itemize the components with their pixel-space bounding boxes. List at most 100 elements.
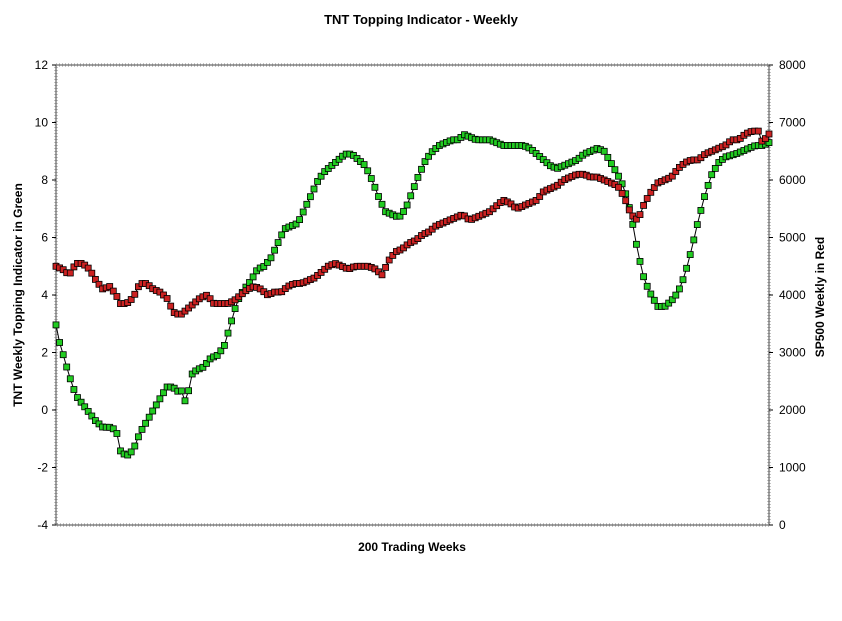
tnt-indicator-point xyxy=(74,394,81,402)
tnt-indicator-point xyxy=(643,282,651,290)
x-axis-title: 200 Trading Weeks xyxy=(358,540,466,554)
tnt-indicator-point xyxy=(629,220,637,228)
tnt-indicator-point xyxy=(88,412,96,420)
tnt-indicator-point xyxy=(228,317,236,325)
tnt-indicator-point xyxy=(177,387,185,395)
tnt-indicator-point xyxy=(425,152,433,160)
y-axis-right-title: SP500 Weekly in Red xyxy=(813,237,827,358)
sp500-point xyxy=(765,130,773,138)
tnt-indicator-point xyxy=(604,153,612,161)
tnt-indicator-point xyxy=(278,231,286,239)
tnt-indicator-point xyxy=(263,258,271,266)
y-axis-left-title: TNT Weekly Topping Indicator in Green xyxy=(11,183,25,407)
left-tick-label: 2 xyxy=(41,346,48,360)
tnt-indicator-point xyxy=(145,413,153,421)
tnt-indicator-point xyxy=(59,351,67,359)
tnt-indicator-point xyxy=(317,172,325,180)
sp500-point xyxy=(92,275,99,283)
right-tick-label: 1000 xyxy=(779,461,806,475)
tnt-indicator-point xyxy=(633,240,640,248)
tnt-indicator-point xyxy=(56,339,63,346)
left-tick-label: 4 xyxy=(41,288,48,302)
tnt-indicator-point xyxy=(403,201,411,209)
sp500-point xyxy=(622,197,630,205)
tnt-indicator-point xyxy=(303,200,311,208)
right-tick-label: 2000 xyxy=(779,403,806,417)
tnt-indicator-point xyxy=(292,220,300,228)
tnt-indicator-point xyxy=(138,425,146,433)
sp500-point xyxy=(84,264,92,272)
tnt-indicator-point xyxy=(267,254,275,262)
sp500-point xyxy=(389,251,397,259)
tnt-indicator-point xyxy=(199,363,207,371)
sp500-point xyxy=(762,135,769,143)
tnt-indicator-point xyxy=(127,448,135,456)
sp500-point xyxy=(88,269,96,277)
left-tick-label: 12 xyxy=(35,58,49,72)
tnt-indicator-point xyxy=(407,192,415,200)
tnt-indicator-point xyxy=(52,321,60,329)
sp500-point xyxy=(66,269,74,277)
tnt-indicator-point xyxy=(299,208,307,216)
sp500-point xyxy=(668,172,676,180)
sp500-point xyxy=(640,201,647,209)
tnt-indicator-point xyxy=(113,430,121,437)
tnt-indicator-point xyxy=(608,160,615,168)
tnt-indicator-point xyxy=(156,395,164,403)
tnt-indicator-point xyxy=(274,239,282,247)
tnt-indicator-point xyxy=(213,351,221,359)
tnt-indicator-point xyxy=(310,185,318,193)
sp500-point xyxy=(385,256,393,264)
tnt-indicator-point xyxy=(396,212,404,220)
tnt-indicator-point xyxy=(647,290,655,298)
right-tick-label: 0 xyxy=(779,518,786,532)
sp500-point xyxy=(382,263,390,271)
tnt-indicator-point xyxy=(618,180,626,188)
tnt-indicator-point xyxy=(371,183,379,191)
left-tick-label: -4 xyxy=(37,518,48,532)
right-tick-label: 8000 xyxy=(779,58,806,72)
tnt-indicator-point xyxy=(414,173,422,181)
tnt-indicator-point xyxy=(765,139,773,147)
tnt-indicator-point xyxy=(77,398,85,406)
tnt-indicator-series xyxy=(52,131,773,459)
sp500-point xyxy=(95,280,103,288)
tnt-indicator-point xyxy=(668,296,676,304)
tnt-indicator-point xyxy=(410,183,418,191)
tnt-indicator-point xyxy=(640,273,647,281)
right-tick-label: 7000 xyxy=(779,116,806,130)
tnt-indicator-point xyxy=(109,425,117,433)
sp500-point xyxy=(70,263,78,271)
tnt-indicator-point xyxy=(636,257,644,265)
tnt-indicator-point xyxy=(66,375,74,383)
tnt-indicator-point xyxy=(70,386,78,393)
tnt-indicator-point xyxy=(249,273,257,281)
sp500-point xyxy=(647,188,655,196)
tnt-indicator-point xyxy=(676,285,683,293)
tnt-indicator-point xyxy=(701,193,708,201)
left-tick-label: 6 xyxy=(41,231,48,245)
sp500-point xyxy=(203,291,210,299)
tnt-indicator-point xyxy=(672,291,680,299)
tnt-indicator-point xyxy=(360,161,368,169)
tnt-indicator-point xyxy=(231,305,239,313)
tnt-indicator-point xyxy=(615,172,622,180)
tnt-indicator-point xyxy=(600,147,608,155)
tnt-indicator-point xyxy=(683,264,690,272)
tnt-indicator-point xyxy=(149,407,157,415)
tnt-indicator-point xyxy=(84,407,92,415)
left-tick-label: -2 xyxy=(37,461,48,475)
tnt-indicator-point xyxy=(220,341,228,349)
sp500-point xyxy=(625,206,633,214)
tnt-indicator-point xyxy=(224,329,232,337)
tnt-indicator-point xyxy=(271,246,279,254)
sp500-point xyxy=(532,196,540,204)
tnt-indicator-point xyxy=(690,236,698,244)
left-tick-label: 0 xyxy=(41,403,48,417)
tnt-indicator-point xyxy=(63,363,71,371)
tnt-indicator-point xyxy=(314,177,322,185)
right-y-axis: 8000 7000 6000 5000 4000 3000 2000 1000 0 xyxy=(769,58,806,532)
tnt-indicator-point xyxy=(81,403,89,411)
